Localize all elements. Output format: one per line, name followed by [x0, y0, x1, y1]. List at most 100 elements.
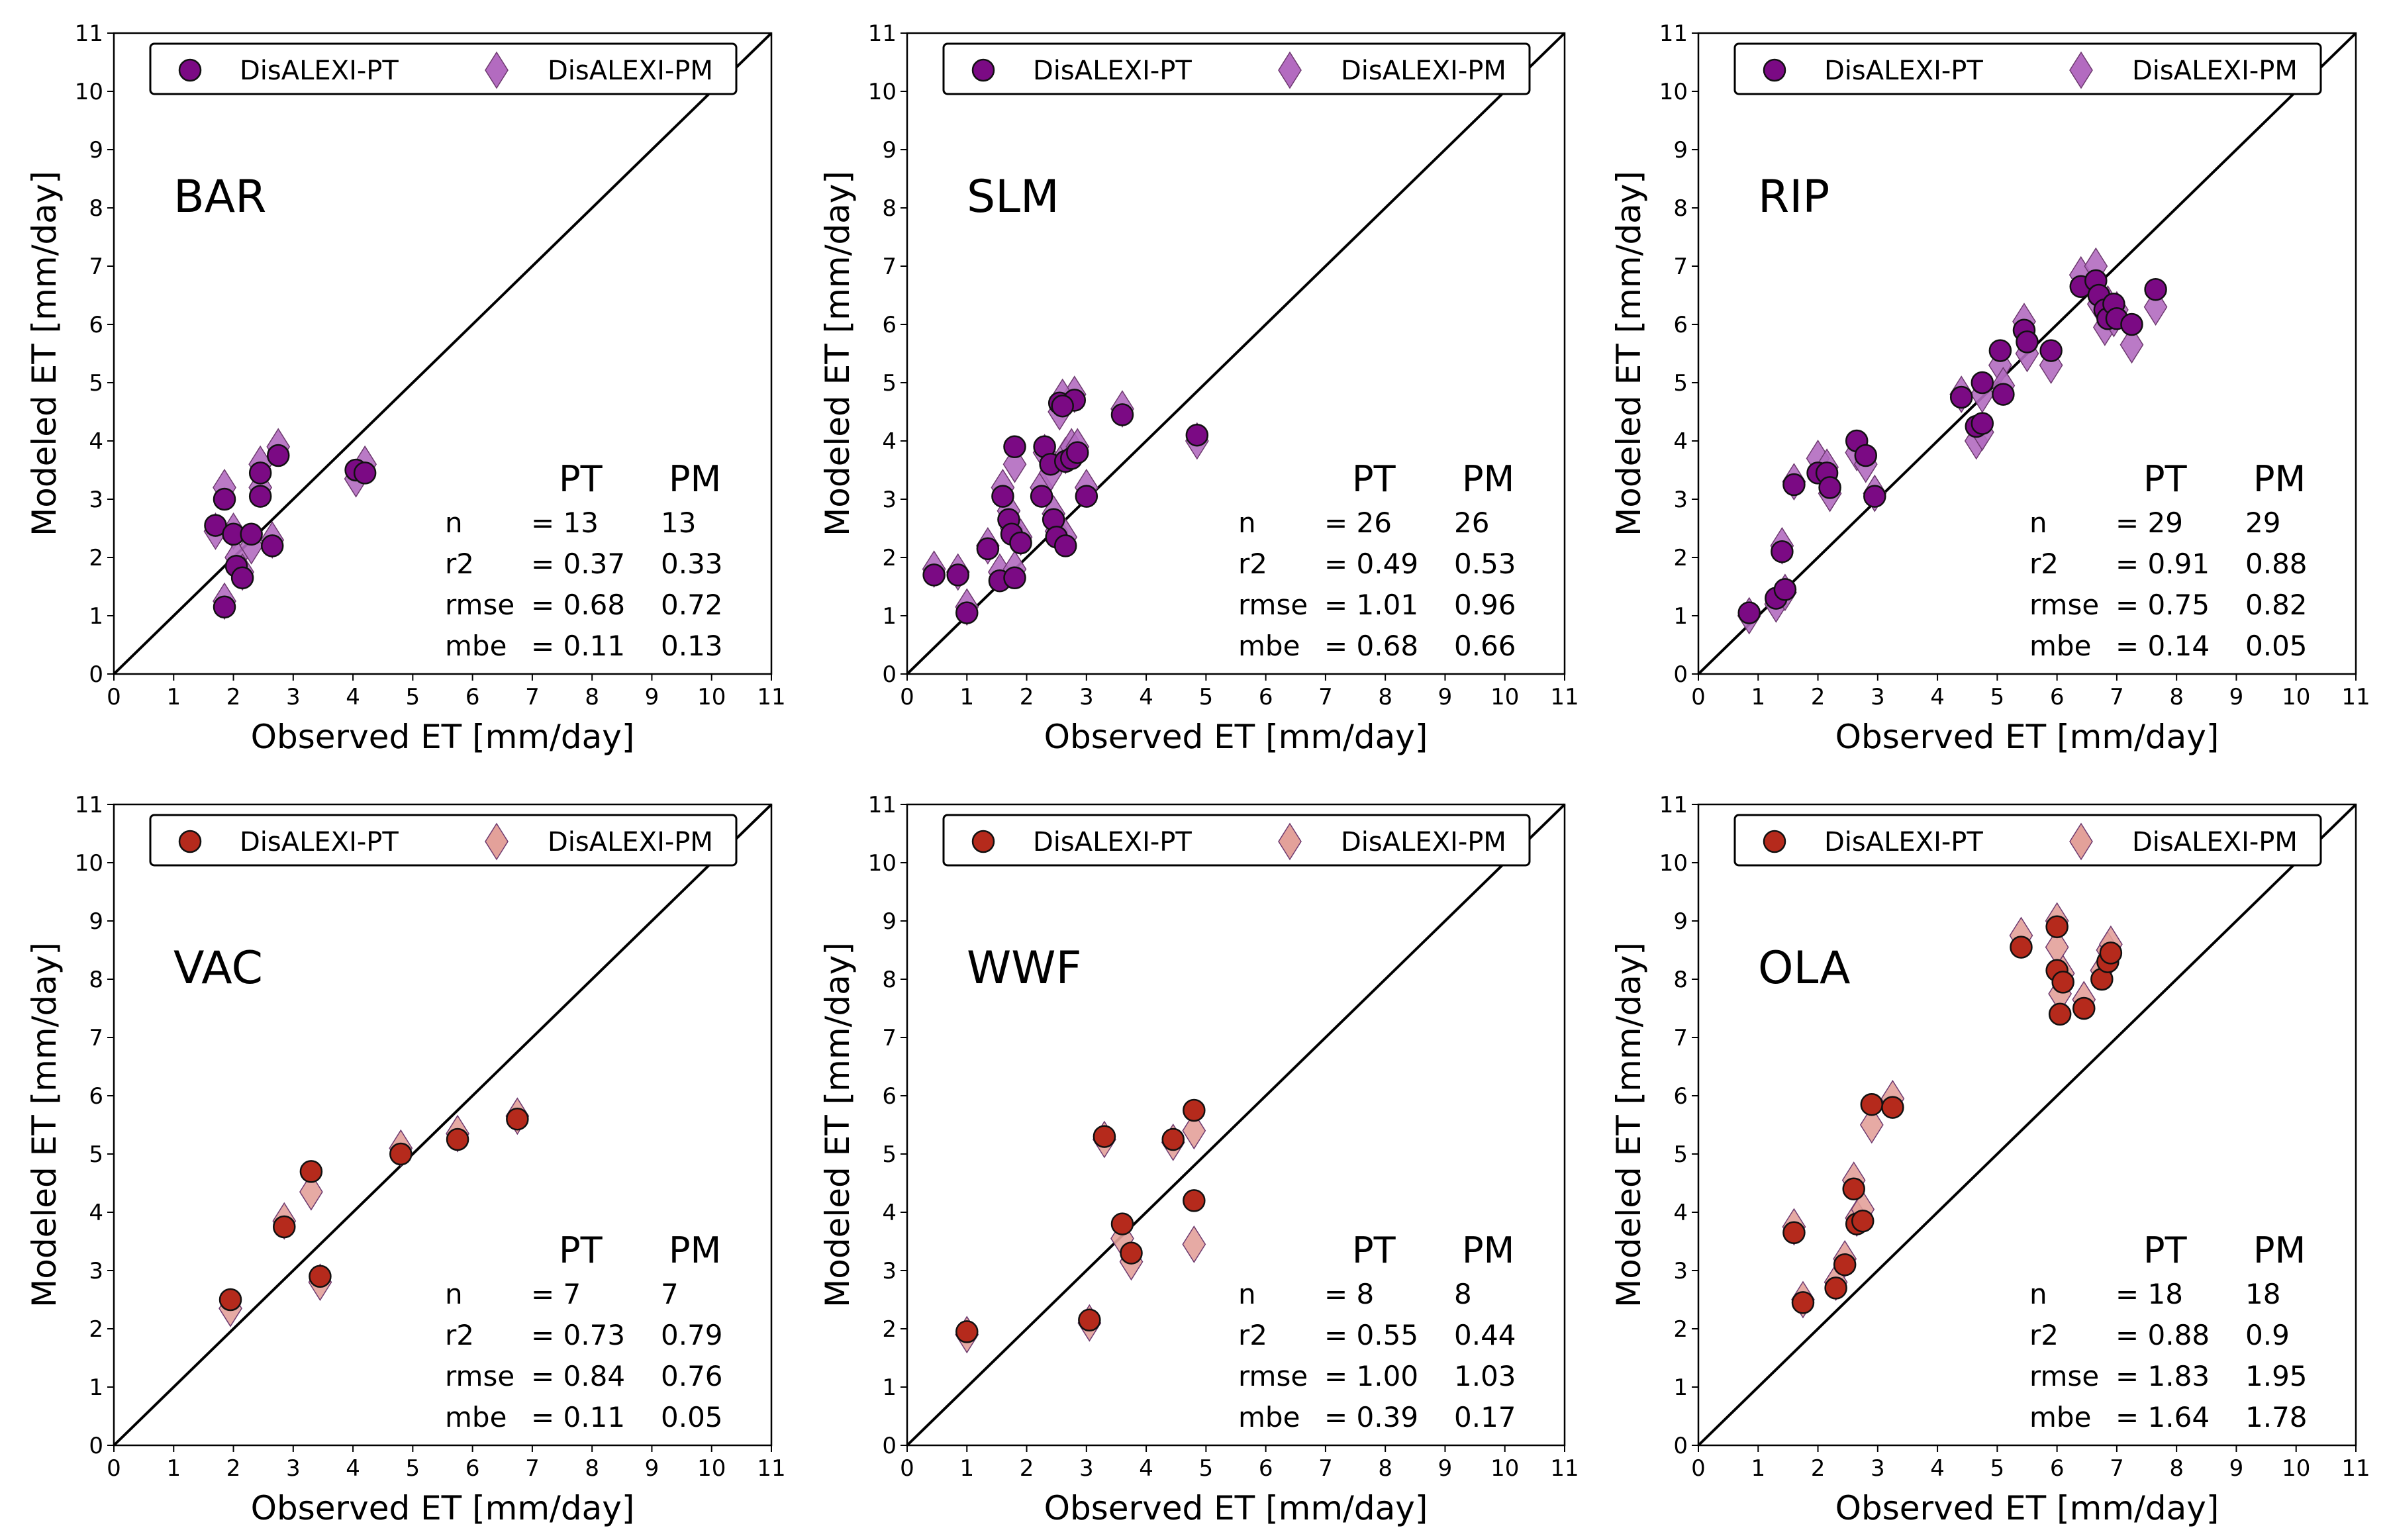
- legend-box: [1733, 814, 2322, 867]
- pt-point: [991, 485, 1014, 508]
- pt-point: [1066, 441, 1089, 464]
- x-tick-label: 1: [166, 1455, 181, 1482]
- pt-point: [1078, 1308, 1101, 1332]
- pm-point: [1859, 1106, 1884, 1144]
- legend-box: [1733, 42, 2322, 95]
- x-tick-label: 11: [2341, 1455, 2370, 1482]
- pt-point: [1183, 1098, 1206, 1122]
- x-tick-label: 9: [645, 684, 659, 710]
- pt-point: [1992, 383, 2015, 406]
- stats-label-n: n: [2029, 506, 2047, 539]
- x-tick-label: 8: [1378, 1455, 1392, 1482]
- x-tick-label: 1: [1751, 1455, 1765, 1482]
- pt-point: [1185, 423, 1209, 447]
- legend-pt-marker: [971, 830, 995, 853]
- stats-header-pt: PT: [2143, 1229, 2188, 1271]
- pm-point: [1182, 1112, 1206, 1150]
- pt-point: [353, 461, 377, 485]
- y-tick-label: 11: [868, 792, 897, 818]
- pt-point: [506, 1107, 529, 1131]
- pt-point: [1771, 540, 1794, 563]
- y-tick-label: 2: [1673, 1316, 1688, 1343]
- y-tick-label: 0: [1673, 661, 1688, 688]
- x-tick-label: 10: [697, 684, 726, 710]
- x-axis-title: Observed ET [mm/day]: [251, 1489, 635, 1527]
- pt-point: [248, 485, 272, 508]
- stats-pt-mbe: = 0.14: [2116, 630, 2210, 662]
- y-tick-label: 7: [1673, 254, 1688, 280]
- x-tick-label: 5: [1199, 1455, 1214, 1482]
- x-tick-label: 8: [1378, 684, 1392, 710]
- x-tick-label: 6: [1259, 684, 1273, 710]
- y-tick-label: 4: [882, 428, 897, 455]
- stats-label-mbe: mbe: [1238, 1401, 1300, 1433]
- x-tick-label: 7: [2110, 684, 2124, 710]
- x-tick-label: 11: [757, 1455, 785, 1482]
- stats-pm-n: 13: [661, 506, 696, 539]
- stats-header-pt: PT: [559, 1229, 603, 1271]
- pt-point: [240, 522, 263, 546]
- stats-label-mbe: mbe: [445, 1401, 507, 1433]
- x-axis-title: Observed ET [mm/day]: [1044, 718, 1428, 756]
- x-tick-label: 9: [2229, 1455, 2244, 1482]
- y-tick-label: 6: [882, 312, 897, 338]
- stats-label-r2: r2: [1238, 1319, 1267, 1351]
- pt-point: [1075, 485, 1098, 508]
- x-tick-label: 0: [107, 684, 121, 710]
- x-tick-label: 10: [697, 1455, 726, 1482]
- y-tick-label: 10: [75, 850, 103, 877]
- pm-point: [2119, 326, 2144, 364]
- y-tick-label: 9: [89, 908, 103, 935]
- stats-pm-n: 26: [1454, 506, 1489, 539]
- y-tick-label: 11: [75, 792, 103, 818]
- stats-pm-mbe: 0.66: [1454, 630, 1516, 662]
- x-tick-label: 1: [959, 1455, 974, 1482]
- pt-point: [1881, 1096, 1904, 1119]
- legend-pm-marker: [1278, 822, 1302, 861]
- x-tick-label: 1: [1751, 684, 1765, 710]
- y-tick-label: 6: [89, 1083, 103, 1110]
- y-tick-label: 8: [89, 195, 103, 222]
- stats-pm-r2: 0.9: [2245, 1319, 2290, 1351]
- x-tick-label: 4: [1139, 1455, 1153, 1482]
- x-tick-label: 2: [226, 1455, 241, 1482]
- stats-pm-mbe: 0.05: [2245, 630, 2308, 662]
- stats-pt-n: = 8: [1324, 1278, 1374, 1310]
- y-tick-label: 10: [75, 79, 103, 105]
- stats-header-pt: PT: [1352, 1229, 1396, 1271]
- legend-pm-marker: [2069, 822, 2093, 861]
- x-axis-title: Observed ET [mm/day]: [1835, 718, 2219, 756]
- y-tick-label: 3: [89, 1258, 103, 1284]
- legend-pm-label: DisALEXI-PM: [1341, 827, 1506, 857]
- stats-header-pm: PM: [669, 458, 721, 500]
- site-label: SLM: [967, 171, 1059, 223]
- pt-point: [1161, 1128, 1185, 1151]
- y-tick-label: 9: [1673, 908, 1688, 935]
- x-tick-label: 8: [585, 1455, 599, 1482]
- y-tick-label: 4: [1673, 1200, 1688, 1226]
- x-tick-label: 9: [2229, 684, 2244, 710]
- y-tick-label: 1: [89, 603, 103, 630]
- x-tick-label: 11: [1550, 684, 1579, 710]
- x-tick-label: 5: [1990, 1455, 2005, 1482]
- legend: DisALEXI-PT DisALEXI-PM: [1733, 814, 2322, 867]
- x-tick-label: 3: [1871, 684, 1885, 710]
- pt-point: [1737, 601, 1761, 624]
- pt-point: [260, 534, 284, 557]
- y-tick-label: 4: [1673, 428, 1688, 455]
- pt-point: [1093, 1125, 1116, 1148]
- y-tick-label: 8: [882, 195, 897, 222]
- y-tick-label: 2: [89, 545, 103, 571]
- stats-pm-n: 18: [2245, 1278, 2280, 1310]
- stats-header-pm: PM: [2253, 1229, 2306, 1271]
- stats-pt-mbe: = 1.64: [2116, 1401, 2210, 1433]
- x-tick-label: 6: [2050, 1455, 2065, 1482]
- x-tick-label: 5: [1990, 684, 2005, 710]
- pt-point: [1782, 473, 1806, 497]
- x-tick-label: 7: [525, 1455, 540, 1482]
- stats-pm-r2: 0.44: [1454, 1319, 1516, 1351]
